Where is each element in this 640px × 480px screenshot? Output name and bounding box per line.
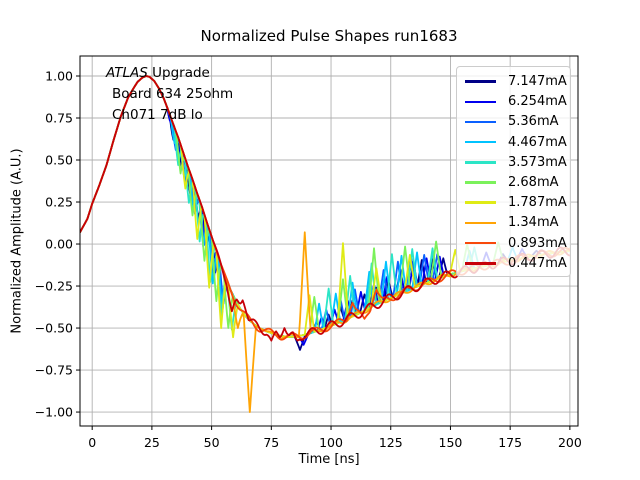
legend-item-0.447mA: 0.447mA [457, 253, 570, 273]
legend-label: 6.254mA [508, 94, 567, 110]
legend-item-7.147mA: 7.147mA [457, 72, 570, 92]
legend-item-1.34mA: 1.34mA [457, 213, 570, 233]
annotation-text: ATLAS Upgrade Board 634 25ohm Ch071 7dB … [106, 63, 233, 125]
y-tick-label: −0.75 [35, 362, 73, 377]
x-tick-label: 0 [88, 435, 96, 450]
legend-item-1.787mA: 1.787mA [457, 193, 570, 213]
legend-item-3.573mA: 3.573mA [457, 152, 570, 172]
legend-label: 7.147mA [508, 74, 567, 90]
legend-line-swatch [465, 161, 496, 164]
y-tick-label: −0.25 [35, 278, 73, 293]
legend-item-6.254mA: 6.254mA [457, 92, 570, 112]
legend-line-swatch [465, 181, 496, 184]
legend-label: 4.467mA [508, 134, 567, 150]
annotation-upgrade: Upgrade [147, 65, 210, 81]
legend-line-swatch [465, 140, 496, 144]
y-tick-label: 0.75 [45, 110, 73, 125]
chart-title: Normalized Pulse Shapes run1683 [200, 27, 458, 45]
legend-label: 3.573mA [508, 154, 567, 170]
legend-item-5.36mA: 5.36mA [457, 112, 570, 132]
legend-label: 2.68mA [508, 175, 559, 191]
legend-line-swatch [465, 221, 496, 225]
legend-label: 5.36mA [508, 114, 559, 130]
y-axis-label: Normalized Amplitude (A.U.) [9, 148, 25, 334]
legend-item-0.893mA: 0.893mA [457, 233, 570, 253]
legend-label: 1.34mA [508, 215, 559, 231]
x-tick-label: 175 [498, 435, 522, 450]
x-tick-label: 25 [144, 435, 160, 450]
legend-line-swatch [465, 80, 496, 83]
x-tick-label: 200 [558, 435, 582, 450]
annotation-line-2: Board 634 25ohm [112, 85, 234, 102]
legend-item-4.467mA: 4.467mA [457, 132, 570, 152]
legend-label: 0.447mA [508, 255, 567, 271]
y-tick-label: 1.00 [45, 68, 73, 83]
legend-line-swatch [465, 201, 496, 204]
annotation-line-3: Ch071 7dB lo [112, 106, 203, 123]
y-tick-label: 0.50 [45, 152, 73, 167]
x-tick-label: 75 [263, 435, 279, 450]
legend-item-2.68mA: 2.68mA [457, 172, 570, 192]
legend-label: 1.787mA [508, 195, 567, 211]
legend-label: 0.893mA [508, 235, 567, 251]
y-tick-label: −0.50 [35, 320, 73, 335]
legend: 7.147mA 6.254mA 5.36mA 4.467mA 3.573mA 2.68mA… [456, 66, 571, 277]
x-tick-label: 125 [379, 435, 403, 450]
legend-line-swatch [465, 262, 496, 265]
legend-line-swatch [465, 120, 496, 124]
x-tick-label: 100 [319, 435, 343, 450]
legend-line-swatch [465, 100, 496, 104]
x-axis-label: Time [ns] [298, 452, 360, 467]
y-tick-label: 0.00 [45, 236, 73, 251]
annotation-atlas: ATLAS [106, 65, 148, 81]
legend-line-swatch [465, 241, 496, 245]
axes-frame [79, 55, 579, 427]
x-tick-label: 50 [204, 435, 220, 450]
annotation-line-1: ATLAS Upgrade [106, 63, 233, 84]
x-tick-label: 150 [439, 435, 463, 450]
y-tick-label: 0.25 [45, 194, 73, 209]
y-tick-label: −1.00 [35, 404, 73, 419]
